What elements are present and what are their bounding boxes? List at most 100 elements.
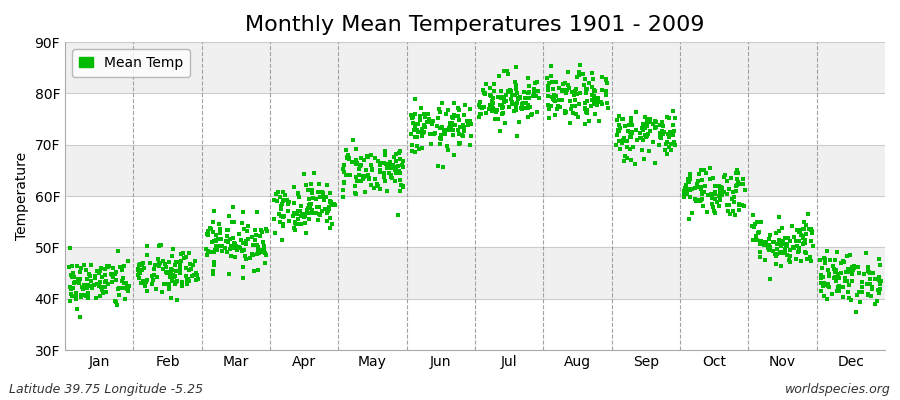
Point: [209, 237, 223, 243]
Point: [503, 86, 517, 93]
Point: [250, 247, 265, 254]
Point: [206, 262, 220, 268]
Point: [794, 232, 808, 238]
Point: [202, 249, 216, 256]
Point: [169, 278, 184, 284]
Point: [450, 104, 464, 111]
Point: [640, 120, 654, 126]
Point: [237, 226, 251, 232]
Point: [508, 64, 523, 70]
Point: [446, 115, 461, 122]
Point: [146, 277, 160, 284]
Point: [287, 219, 302, 226]
Point: [178, 265, 193, 271]
Point: [310, 188, 325, 195]
Point: [190, 272, 204, 278]
Point: [545, 96, 560, 102]
Point: [173, 263, 187, 269]
Point: [324, 199, 338, 206]
Point: [303, 204, 318, 211]
Point: [267, 215, 282, 222]
Point: [806, 243, 820, 249]
Point: [706, 174, 721, 181]
Point: [821, 281, 835, 288]
Point: [487, 80, 501, 87]
Point: [270, 198, 284, 204]
Point: [227, 240, 241, 246]
Point: [349, 190, 364, 197]
Point: [178, 272, 193, 279]
Point: [206, 219, 220, 225]
Point: [804, 226, 818, 233]
Point: [525, 111, 539, 118]
Point: [112, 291, 126, 298]
Point: [304, 181, 319, 187]
Point: [170, 297, 184, 304]
Point: [406, 113, 420, 120]
Point: [373, 167, 387, 174]
Point: [778, 246, 792, 252]
Point: [201, 248, 215, 254]
Point: [555, 80, 570, 87]
Point: [132, 268, 147, 274]
Point: [530, 78, 544, 85]
Point: [763, 231, 778, 238]
Point: [230, 246, 244, 253]
Point: [299, 230, 313, 236]
Point: [415, 133, 429, 140]
Point: [816, 293, 831, 300]
Point: [660, 139, 674, 145]
Point: [483, 102, 498, 109]
Point: [411, 128, 426, 135]
Point: [77, 262, 92, 268]
Point: [168, 262, 183, 268]
Point: [312, 212, 327, 219]
Point: [339, 154, 354, 161]
Point: [530, 88, 544, 94]
Point: [132, 275, 147, 282]
Point: [477, 104, 491, 110]
Point: [385, 162, 400, 168]
Point: [502, 104, 517, 110]
Point: [514, 104, 528, 111]
Point: [410, 121, 425, 128]
Point: [595, 101, 609, 107]
Legend: Mean Temp: Mean Temp: [72, 49, 190, 77]
Point: [93, 293, 107, 299]
Point: [275, 221, 290, 228]
Point: [852, 270, 867, 276]
Point: [291, 190, 305, 196]
Point: [700, 192, 715, 198]
Point: [821, 283, 835, 290]
Point: [421, 111, 436, 118]
Point: [307, 170, 321, 176]
Point: [618, 153, 633, 160]
Point: [868, 276, 882, 282]
Point: [379, 161, 393, 168]
Point: [771, 214, 786, 220]
Point: [830, 288, 844, 294]
Point: [256, 244, 271, 250]
Point: [757, 239, 771, 245]
Point: [612, 138, 626, 144]
Point: [865, 286, 879, 292]
Point: [310, 217, 325, 224]
Point: [373, 169, 387, 175]
Point: [290, 210, 304, 217]
Point: [229, 241, 243, 248]
Point: [377, 170, 392, 176]
Point: [451, 113, 465, 119]
Point: [568, 88, 582, 94]
Point: [239, 238, 254, 244]
Point: [711, 182, 725, 189]
Point: [636, 127, 651, 133]
Point: [663, 141, 678, 147]
Point: [167, 273, 182, 279]
Point: [542, 80, 556, 86]
Point: [489, 109, 503, 116]
Point: [361, 175, 375, 181]
Point: [359, 167, 374, 173]
Point: [456, 123, 471, 130]
Point: [179, 254, 194, 260]
Point: [796, 233, 810, 239]
